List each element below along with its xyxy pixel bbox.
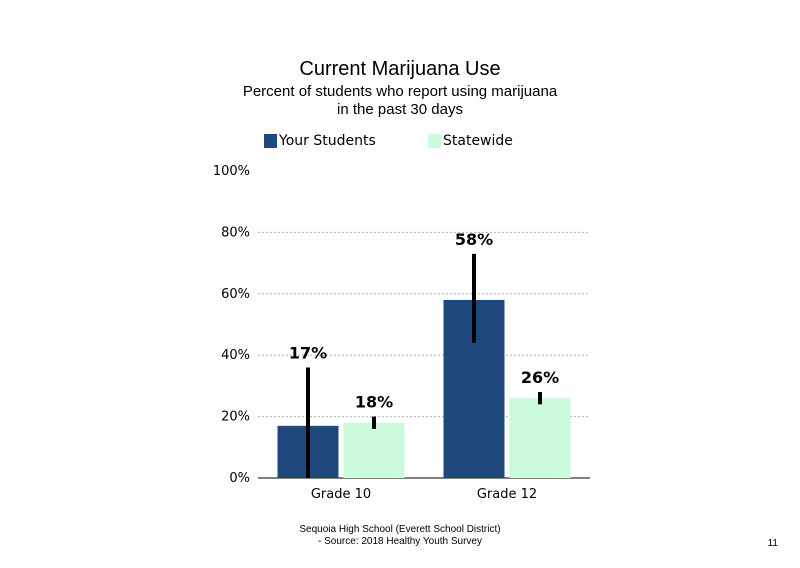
subtitle-line-1: Percent of students who report using mar…: [242, 83, 558, 100]
data-label: 58%: [455, 230, 493, 249]
y-tick-label: 80%: [221, 225, 250, 240]
y-tick-label: 60%: [221, 287, 250, 302]
page-number: 11: [767, 538, 778, 549]
legend-item-your-students: Your Students: [264, 133, 376, 149]
data-label: 26%: [521, 368, 559, 387]
data-label: 18%: [355, 393, 393, 412]
data-label: 17%: [289, 343, 327, 362]
y-tick-label: 40%: [221, 348, 250, 363]
footer-source: Sequoia High School (Everett School Dist…: [200, 524, 600, 548]
legend-label-your-students: Your Students: [279, 133, 376, 149]
legend-swatch-statewide: [428, 134, 441, 148]
legend-swatch-your-students: [264, 134, 277, 148]
footer-line-2: - Source: 2018 Healthy Youth Survey: [318, 536, 482, 547]
x-tick-label: Grade 12: [477, 487, 537, 502]
legend-item-statewide: Statewide: [428, 133, 513, 149]
chart-subtitle: Percent of students who report using mar…: [200, 83, 600, 119]
x-tick-label: Grade 10: [311, 487, 371, 502]
bar: [509, 398, 571, 478]
y-tick-label: 100%: [213, 164, 250, 179]
y-tick-label: 20%: [221, 410, 250, 425]
bar: [343, 422, 405, 478]
footer-line-1: Sequoia High School (Everett School Dist…: [299, 524, 501, 535]
subtitle-line-2: in the past 30 days: [337, 101, 463, 118]
y-tick-label: 0%: [229, 471, 250, 486]
legend-label-statewide: Statewide: [443, 133, 513, 149]
chart-legend: Your Students Statewide: [0, 133, 800, 153]
chart-title: Current Marijuana Use: [299, 58, 501, 80]
